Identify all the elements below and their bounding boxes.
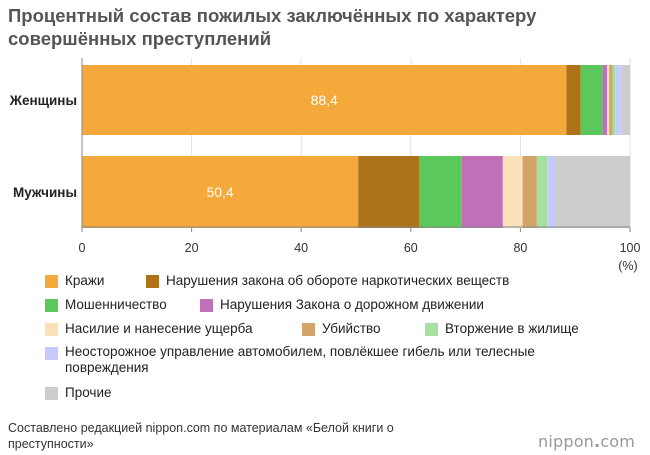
x-tick-label: 100 xyxy=(620,241,641,255)
source-note: Составлено редакцией nippon.com по матер… xyxy=(8,421,394,451)
nippon-logo: nippon.com xyxy=(538,432,635,451)
legend-swatch xyxy=(146,275,159,288)
bar-segment xyxy=(536,156,548,228)
legend-swatch xyxy=(302,323,315,336)
x-tick-label: 0 xyxy=(79,241,86,255)
data-label: 50,4 xyxy=(206,184,233,200)
logo-prefix: nippon xyxy=(538,432,595,451)
bar-segment xyxy=(522,156,537,228)
bar-segment xyxy=(609,65,613,135)
stacked-bar-chart: 0 20 40 60 80 100 (%) Женщины 88,4 Мужчины 50,4 xyxy=(9,58,641,273)
logo-dot: . xyxy=(594,432,601,451)
legend-swatch xyxy=(45,387,58,400)
legend-label: Нарушения Закона о дорожном движении xyxy=(220,297,484,312)
bar-segment xyxy=(358,156,420,228)
bar-segment xyxy=(580,65,603,135)
x-tick-label: 40 xyxy=(294,241,308,255)
legend-swatch xyxy=(200,299,213,312)
x-tick-label: 60 xyxy=(404,241,418,255)
chart-title: Процентный состав пожилых заключённых по… xyxy=(8,5,537,49)
bar-segment xyxy=(82,156,359,228)
bar-segment xyxy=(612,65,616,135)
x-tick-label: 80 xyxy=(513,241,527,255)
legend-label: Вторжение в жилище xyxy=(445,321,579,336)
bar-segment xyxy=(606,65,610,135)
bar-segment xyxy=(419,156,462,228)
y-category-label: Женщины xyxy=(9,93,77,108)
legend-swatch xyxy=(45,275,58,288)
legend-label: Кражи xyxy=(65,273,105,288)
legend-swatch xyxy=(45,347,58,360)
y-category-label: Мужчины xyxy=(13,185,77,200)
legend-swatch xyxy=(425,323,438,336)
bar-segment xyxy=(461,156,503,228)
legend-label: Прочие xyxy=(65,385,112,400)
x-axis-unit: (%) xyxy=(618,259,637,273)
legend-swatch xyxy=(45,299,58,312)
legend-label: Неосторожное управление автомобилем, пов… xyxy=(65,344,535,375)
bar-segment xyxy=(602,65,607,135)
logo-suffix: com xyxy=(600,432,636,451)
bar-segment xyxy=(502,156,523,228)
legend-label: Нарушения закона об обороте наркотически… xyxy=(166,273,510,288)
legend-label: Насилие и нанесение ущерба xyxy=(65,321,253,336)
x-tick-label: 20 xyxy=(185,241,199,255)
legend-label: Убийство xyxy=(322,321,381,336)
legend-label: Мошенничество xyxy=(65,297,167,312)
data-label: 88,4 xyxy=(311,92,338,108)
bar-segment xyxy=(556,156,630,228)
bar-segment xyxy=(615,65,622,135)
bar-segment xyxy=(566,65,581,135)
bar-segment xyxy=(547,156,557,228)
bar-segment xyxy=(621,65,630,135)
bar-segment xyxy=(82,65,567,135)
legend-swatch xyxy=(45,323,58,336)
